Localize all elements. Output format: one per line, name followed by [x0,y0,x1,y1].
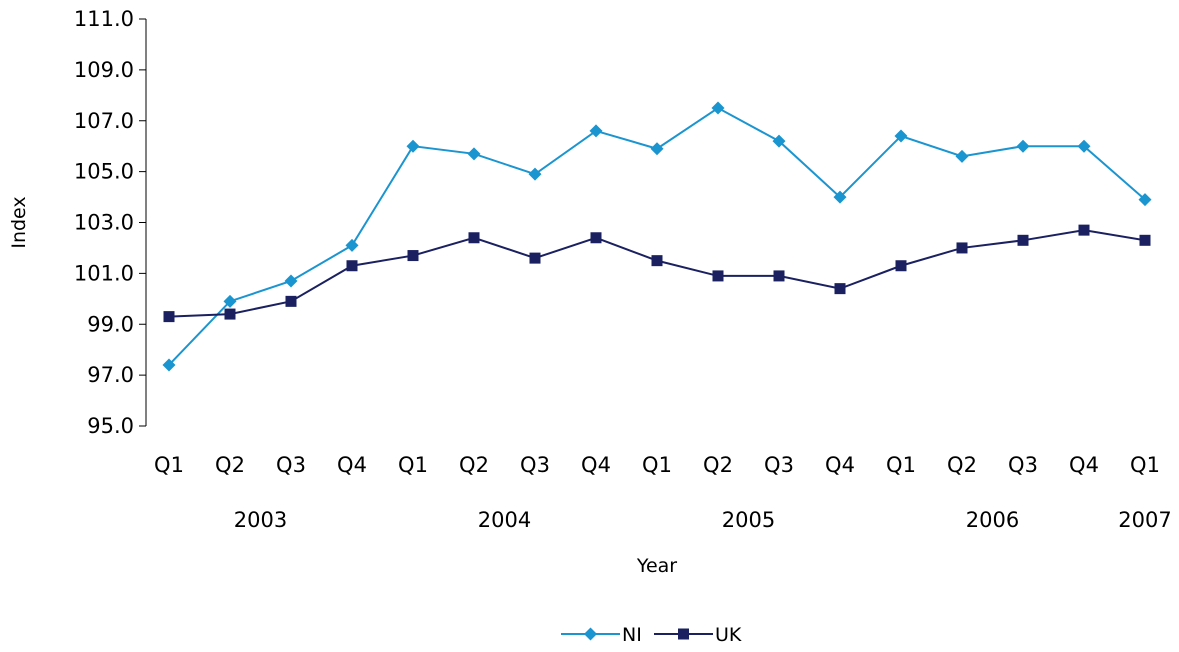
data-point-ni [1138,193,1152,207]
x-tick-label: Q4 [337,453,367,477]
legend-marker [584,627,597,641]
series-line-uk [168,229,1146,318]
legend-item-ni: NI [561,624,642,646]
year-label: 2006 [966,508,1019,532]
data-point-ni [162,358,176,372]
plot-series [162,101,1152,372]
data-point-ni [650,142,664,156]
x-tick-label: Q4 [1069,453,1099,477]
x-tick-label: Q1 [886,453,916,477]
data-point-uk [285,295,297,307]
x-axis-labels: Q1 Q2 Q3 Q4 Q1 Q2 Q3 Q4 Q1 Q2 Q3 Q4 Q1 Q2 Q3 Q4 Q1 [154,453,1160,477]
data-point-ni [345,238,359,252]
y-tick-label: 109.0 [74,58,134,82]
x-tick-label: Q1 [154,453,184,477]
legend-label: NI [622,624,642,646]
data-point-ni [406,139,420,153]
y-tick-label: 111.0 [74,7,134,31]
y-tick-label: 107.0 [74,109,134,133]
data-point-uk [834,283,846,295]
x-tick-label: Q3 [764,453,794,477]
x-tick-label: Q1 [1130,453,1160,477]
data-point-uk [1139,234,1151,246]
y-tick-label: 95.0 [87,414,134,438]
legend-item-uk: UK [654,624,742,646]
data-point-uk [956,242,968,254]
data-point-uk [773,270,785,282]
series-uk [163,224,1151,323]
x-tick-label: Q3 [520,453,550,477]
data-point-ni [833,190,847,204]
data-point-ni [772,134,786,148]
y-tick-label: 101.0 [74,261,134,285]
year-label: 2007 [1118,508,1171,532]
data-point-ni [589,124,603,138]
x-tick-label: Q2 [215,453,245,477]
data-point-ni [894,129,908,143]
data-point-uk [163,311,175,323]
x-tick-label: Q1 [642,453,672,477]
y-tick-label: 105.0 [74,160,134,184]
legend-label: UK [715,624,742,646]
x-tick-label: Q3 [276,453,306,477]
legend-marker [678,628,689,640]
x-axis-title: Year [636,555,677,577]
data-point-uk [468,232,480,244]
data-point-uk [1078,224,1090,236]
x-tick-label: Q4 [825,453,855,477]
data-point-ni [711,101,725,115]
x-tick-label: Q3 [1008,453,1038,477]
data-point-uk [590,232,602,244]
data-point-ni [223,294,237,308]
data-point-ni [528,167,542,181]
data-point-uk [224,308,236,320]
year-label: 2004 [478,508,531,532]
data-point-uk [712,270,724,282]
y-tick-label: 103.0 [74,211,134,235]
year-label: 2003 [234,508,287,532]
data-point-uk [346,260,358,272]
data-point-uk [1017,234,1029,246]
y-axis-title: Index [8,196,30,248]
x-tick-label: Q2 [703,453,733,477]
y-tick-label: 99.0 [87,312,134,336]
x-axis-year-labels: 2003 2004 2005 2006 2007 [234,508,1172,532]
x-tick-label: Q2 [459,453,489,477]
data-point-uk [651,255,663,267]
data-point-ni [955,149,969,163]
data-point-uk [407,250,419,262]
x-tick-label: Q4 [581,453,611,477]
data-point-ni [1016,139,1030,153]
data-point-ni [467,147,481,161]
data-point-uk [895,260,907,272]
y-axis-ticks: 95.0 97.0 99.0 101.0 103.0 105.0 107.0 109.0 111… [74,7,146,438]
series-ni [162,101,1152,372]
y-tick-label: 97.0 [87,363,134,387]
data-point-ni [284,274,298,288]
legend: NI UK [561,624,742,646]
x-tick-label: Q1 [398,453,428,477]
data-point-uk [529,252,541,264]
x-tick-label: Q2 [947,453,977,477]
year-label: 2005 [722,508,775,532]
data-point-ni [1077,139,1091,153]
